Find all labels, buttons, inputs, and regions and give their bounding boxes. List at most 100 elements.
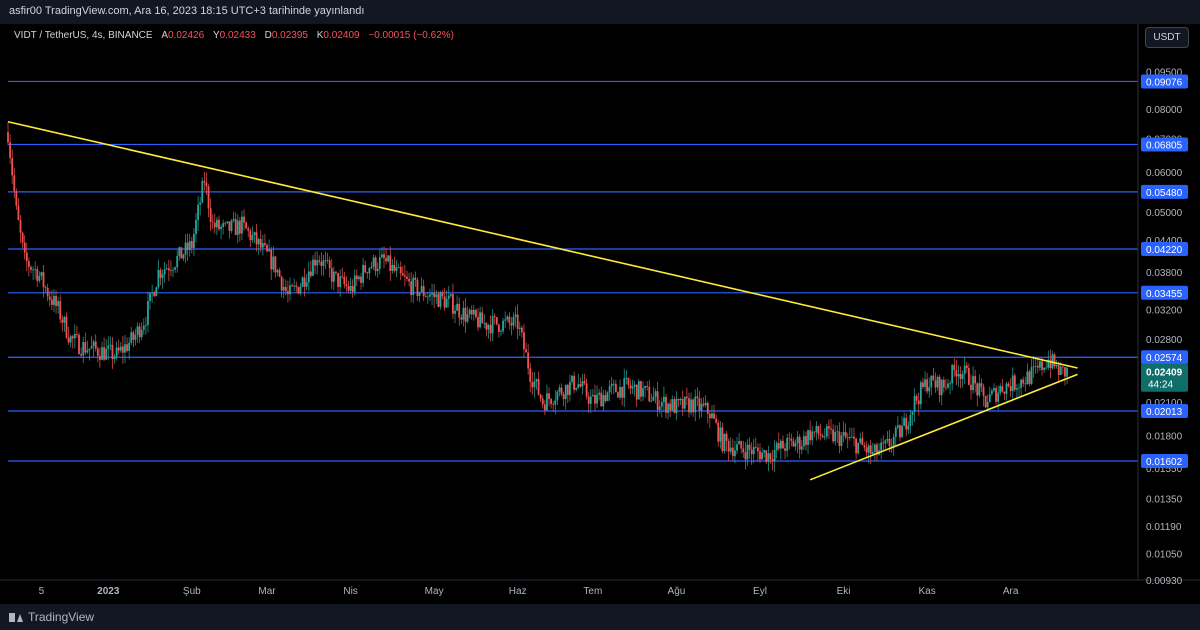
low-label: D [264, 30, 272, 41]
candle-body [809, 430, 812, 441]
candle-body [316, 260, 319, 266]
candle-body [520, 327, 523, 333]
price-tick-label: 0.01800 [1146, 431, 1183, 442]
candle-body [502, 320, 504, 332]
candle-body [13, 175, 16, 192]
candle-body [429, 294, 431, 297]
candle-body [117, 347, 120, 351]
open-label: A [161, 30, 169, 41]
candle-body [1055, 365, 1058, 367]
candle-body [901, 425, 903, 438]
time-tick-label: Tem [583, 586, 602, 597]
candle-body [769, 453, 772, 460]
candle-body [938, 376, 941, 396]
low-value: 0.02395 [271, 30, 308, 41]
candle-body [1059, 366, 1062, 376]
candle-body [621, 386, 624, 398]
candle-body [633, 384, 636, 387]
candle-body [773, 450, 776, 462]
price-tick-label: 0.01050 [1146, 549, 1183, 560]
candle-body [740, 441, 743, 449]
candle-body [408, 278, 410, 282]
candle-body [961, 374, 964, 380]
candle-body [1036, 365, 1039, 368]
candle-body [635, 384, 638, 400]
candle-body [853, 436, 855, 439]
high-label: Y [212, 30, 220, 41]
candle-body [99, 355, 101, 360]
candle-body [431, 293, 433, 295]
trendlines [7, 120, 1078, 481]
price-tick-label: 0.03800 [1146, 268, 1183, 279]
candle-body [907, 425, 910, 430]
price-tick-label: 0.06000 [1146, 168, 1183, 179]
trendline-ascending-support [809, 373, 1078, 481]
candle-body [416, 279, 419, 296]
candle-body [445, 298, 448, 308]
candle-body [190, 241, 193, 248]
candle-body [11, 157, 14, 176]
chart-area[interactable] [0, 24, 1200, 604]
candle-body [318, 260, 321, 262]
candle-body [1007, 383, 1010, 387]
candle-body [857, 442, 860, 454]
candle-body [719, 427, 722, 442]
candle-body [583, 381, 586, 384]
candle-body [249, 230, 252, 241]
candle-body [466, 314, 469, 322]
candle-body [683, 396, 686, 409]
candle-body [341, 276, 344, 278]
price-chart[interactable]: 0.110000.095000.080000.070000.060000.050… [0, 24, 1200, 604]
candle-body [815, 426, 818, 433]
candle-body [504, 319, 507, 321]
candle-body [67, 337, 70, 343]
candle-body [692, 399, 695, 413]
time-tick-label: Ara [1003, 586, 1019, 597]
candle-body [598, 392, 601, 395]
candle-body [652, 396, 655, 401]
candle-body [663, 396, 665, 403]
candle-body [48, 296, 51, 300]
candle-body [1028, 371, 1031, 384]
candle-body [426, 296, 429, 298]
candle-body [589, 396, 592, 404]
candle-body [1051, 354, 1054, 369]
candle-body [483, 322, 486, 324]
candle-body [339, 276, 342, 287]
candle-body [46, 287, 49, 297]
candle-body [913, 396, 916, 412]
candle-body [767, 453, 770, 463]
candle-body [951, 364, 954, 384]
candle-body [362, 264, 365, 283]
candle-body [876, 444, 878, 455]
level-price-label: 0.05480 [1146, 188, 1183, 199]
tradingview-logo-icon [9, 612, 23, 622]
candle-body [990, 390, 993, 395]
candle-body [121, 346, 124, 353]
candle-body [867, 445, 870, 453]
candle-body [241, 216, 243, 234]
candle-body [591, 394, 594, 397]
candle-body [784, 448, 786, 451]
candle-body [541, 398, 544, 405]
candle-body [410, 281, 413, 296]
candle-body [984, 395, 987, 408]
candle-body [974, 376, 977, 384]
candle-body [955, 369, 958, 377]
candle-body [343, 276, 346, 285]
candle-body [754, 447, 757, 448]
candle-body [203, 181, 206, 183]
candle-body [970, 384, 972, 391]
candle-body [602, 395, 605, 407]
currency-button[interactable]: USDT [1145, 27, 1189, 48]
candle-body [230, 220, 233, 232]
candle-body [606, 392, 609, 402]
candle-body [846, 437, 849, 439]
candle-body [76, 334, 78, 335]
candle-body [412, 277, 415, 296]
candle-body [297, 287, 300, 294]
price-tick-label: 0.02800 [1146, 335, 1183, 346]
candle-body [274, 256, 277, 273]
candle-body [882, 442, 885, 444]
candle-body [706, 402, 709, 414]
